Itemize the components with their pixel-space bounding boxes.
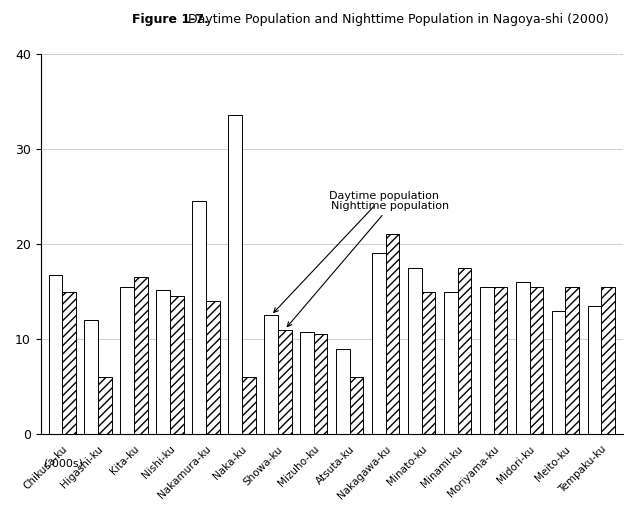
Bar [264, 315, 278, 434]
Bar [350, 377, 364, 434]
Bar [300, 332, 314, 434]
Bar [457, 268, 471, 434]
Bar [372, 253, 386, 434]
Text: (,000s): (,000s) [44, 458, 83, 468]
Bar [422, 292, 435, 434]
Bar [480, 287, 494, 434]
Bar [84, 320, 98, 434]
Bar [565, 287, 579, 434]
Bar [386, 234, 399, 434]
Bar [134, 277, 148, 434]
Bar [314, 334, 327, 434]
Bar [242, 377, 256, 434]
Bar [516, 282, 530, 434]
Bar [121, 287, 134, 434]
Text: Daytime Population and Nighttime Population in Nagoya-shi (2000): Daytime Population and Nighttime Populat… [132, 13, 609, 26]
Bar [48, 276, 62, 434]
Bar [228, 116, 242, 434]
Text: Figure 1-7.: Figure 1-7. [132, 13, 209, 26]
Bar [588, 306, 602, 434]
Bar [192, 201, 206, 434]
Bar [444, 292, 457, 434]
Bar [602, 287, 615, 434]
Bar [552, 311, 565, 434]
Bar [494, 287, 507, 434]
Bar [156, 289, 170, 434]
Bar [206, 301, 219, 434]
Bar [278, 330, 292, 434]
Bar [336, 349, 350, 434]
Text: Daytime population: Daytime population [274, 191, 438, 312]
Bar [408, 268, 422, 434]
Bar [98, 377, 112, 434]
Bar [530, 287, 543, 434]
Text: Nighttime population: Nighttime population [287, 201, 450, 327]
Bar [62, 292, 76, 434]
Bar [170, 296, 184, 434]
